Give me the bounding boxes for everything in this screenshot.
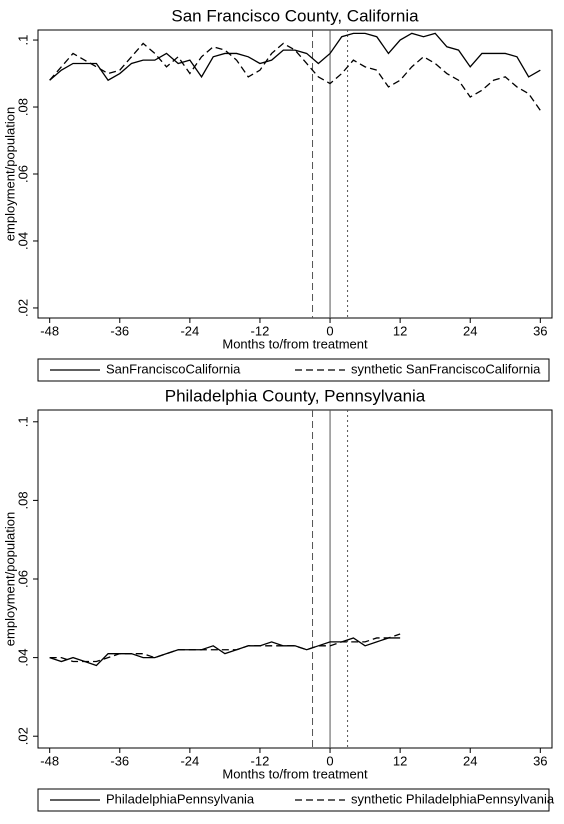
y-tick-label: .04 xyxy=(15,232,30,250)
x-tick-label: 24 xyxy=(463,753,477,768)
x-tick-label: 0 xyxy=(326,753,333,768)
series-line xyxy=(49,633,401,663)
x-tick-label: 0 xyxy=(326,323,333,338)
x-tick-label: -36 xyxy=(110,753,129,768)
x-axis-label: Months to/from treatment xyxy=(222,766,368,781)
x-tick-label: 36 xyxy=(533,753,547,768)
legend-box xyxy=(37,788,550,812)
legend-label: synthetic PhiladelphiaPennsylvania xyxy=(351,791,555,806)
x-tick-label: 36 xyxy=(533,323,547,338)
x-tick-label: -12 xyxy=(251,753,270,768)
legend-label: SanFranciscoCalifornia xyxy=(106,361,241,376)
x-axis-label: Months to/from treatment xyxy=(222,336,368,351)
x-tick-label: -24 xyxy=(180,323,199,338)
plot-frame xyxy=(37,409,553,749)
x-tick-label: -36 xyxy=(110,323,129,338)
x-tick-label: -24 xyxy=(180,753,199,768)
y-tick-label: .06 xyxy=(15,165,30,183)
x-tick-label: -48 xyxy=(40,323,59,338)
series-line xyxy=(49,32,541,82)
plot-frame xyxy=(37,29,553,319)
chart-title: San Francisco County, California xyxy=(171,6,419,25)
chart-title: Philadelphia County, Pennsylvania xyxy=(165,386,426,405)
y-tick-label: .08 xyxy=(15,98,30,116)
y-tick-label: .06 xyxy=(15,570,30,588)
y-tick-label: .02 xyxy=(15,727,30,745)
x-tick-label: 24 xyxy=(463,323,477,338)
x-tick-label: 12 xyxy=(393,323,407,338)
x-tick-label: 12 xyxy=(393,753,407,768)
y-tick-label: .1 xyxy=(15,35,30,46)
legend-box xyxy=(37,358,550,382)
x-tick-label: -12 xyxy=(251,323,270,338)
legend-label: synthetic SanFranciscoCalifornia xyxy=(351,361,541,376)
series-line xyxy=(49,42,541,111)
y-tick-label: .02 xyxy=(15,299,30,317)
y-axis-label: employment/population xyxy=(2,512,17,646)
legend-label: PhiladelphiaPennsylvania xyxy=(106,791,255,806)
y-tick-label: .08 xyxy=(15,491,30,509)
y-axis-label: employment/population xyxy=(2,107,17,241)
y-tick-label: .1 xyxy=(15,416,30,427)
y-tick-label: .04 xyxy=(15,649,30,667)
x-tick-label: -48 xyxy=(40,753,59,768)
